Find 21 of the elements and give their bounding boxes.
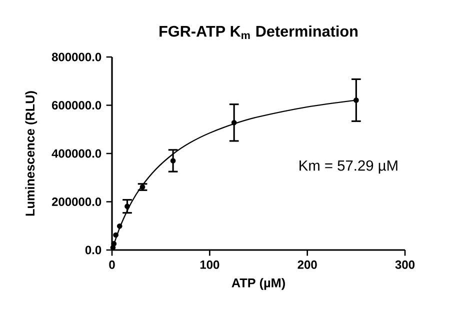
point [111,241,117,246]
annotation: Km = 57.29 µM [300,160,398,174]
point [140,184,146,190]
x-tick-label: 0 [109,260,115,269]
y-tick-label: 400000.0 [52,149,102,158]
point [170,158,176,164]
point [231,120,237,126]
y-tick-label: 0.0 [85,246,102,254]
point [354,98,359,103]
x-tick-label: 300 [395,260,415,269]
y-tick-label: 200000.0 [52,198,102,206]
x-axis-title: ATP (µM) [232,278,285,290]
chart-title: FGR-ATP K$_{m}$ Determination [160,25,358,39]
point [124,204,130,210]
x-tick-label: 200 [298,260,317,269]
point [113,232,118,238]
y-axis-title: Luminescence (RLU) [25,91,38,216]
y-tick-label: 800000.0 [52,52,102,62]
y-tick-label: 600000.0 [52,101,102,110]
point [116,223,122,229]
x-tick-label: 100 [200,260,220,269]
